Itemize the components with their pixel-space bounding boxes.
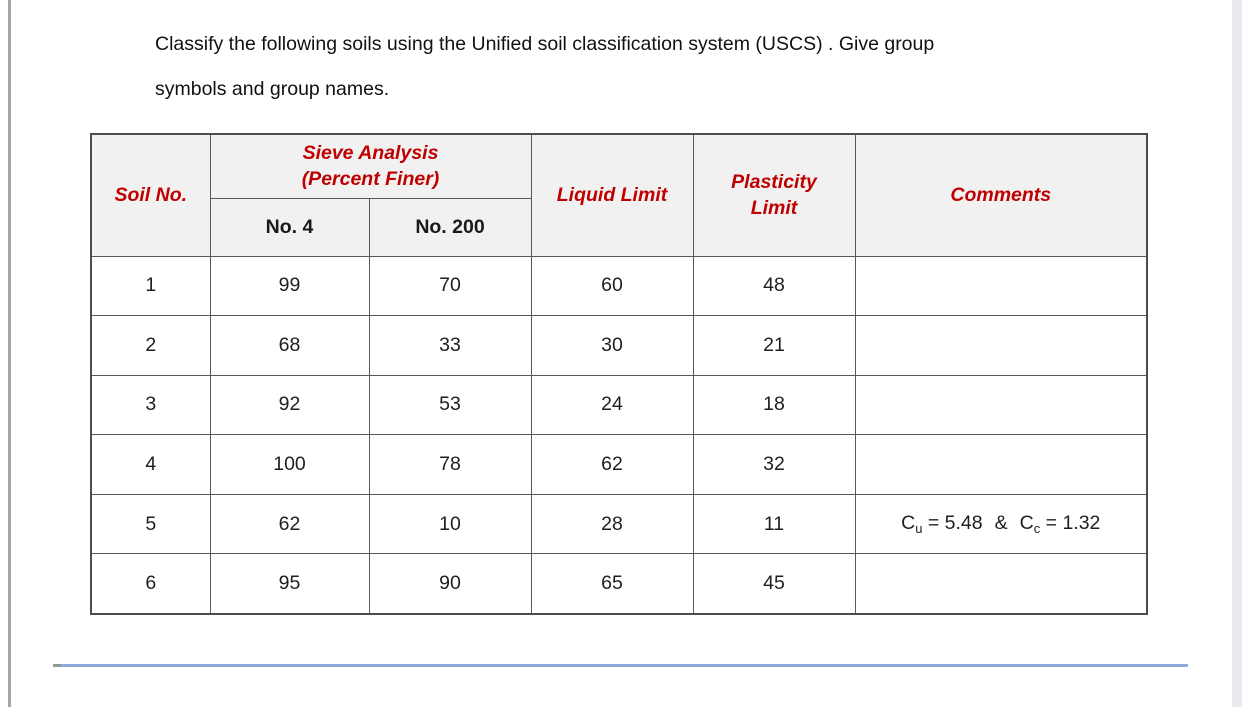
soil-classification-table: Soil No. Sieve Analysis (Percent Finer) … <box>90 133 1148 615</box>
cell-comment <box>854 255 1148 317</box>
cell-soil-no: 5 <box>90 493 211 555</box>
header-no200: No. 200 <box>368 197 532 257</box>
cell-no200: 90 <box>368 553 532 615</box>
divider-start-cap <box>53 664 61 667</box>
table-body: 1 99 70 60 48 2 68 33 30 21 3 92 53 24 1… <box>90 255 1148 615</box>
cu-subscript: u <box>915 521 923 537</box>
cell-no4: 99 <box>209 255 370 317</box>
header-row-sub: No. 4 No. 200 <box>91 197 1147 257</box>
header-plasticity-limit: Plasticity Limit <box>692 133 856 257</box>
cell-plasticity-limit: 11 <box>692 493 856 555</box>
cell-liquid-limit: 28 <box>530 493 694 555</box>
table-header: Soil No. Sieve Analysis (Percent Finer) … <box>90 133 1148 257</box>
cell-liquid-limit: 62 <box>530 434 694 495</box>
table-row-soil-5: 5 62 10 28 11 Cu = 5.48 & Cc = 1.32 <box>90 493 1148 555</box>
header-comments: Comments <box>854 133 1148 257</box>
cell-no4: 100 <box>209 434 370 495</box>
cell-plasticity-limit: 21 <box>692 315 856 376</box>
header-sieve-analysis-line2: (Percent Finer) <box>301 168 440 191</box>
cell-plasticity-limit: 32 <box>692 434 856 495</box>
cell-comment <box>854 553 1148 615</box>
cc-subscript: c <box>1033 521 1041 537</box>
cell-no4: 92 <box>209 374 370 436</box>
cell-no200: 33 <box>368 315 532 376</box>
cell-plasticity-limit: 18 <box>692 374 856 436</box>
left-border-rule <box>8 0 11 707</box>
cell-soil-no: 1 <box>90 255 211 317</box>
cell-no200: 70 <box>368 255 532 317</box>
header-plasticity-limit-label: Plasticity Limit <box>731 170 817 220</box>
cell-no200: 53 <box>368 374 532 436</box>
cell-no200: 10 <box>368 493 532 555</box>
cell-comment-cu-cc: Cu = 5.48 & Cc = 1.32 <box>854 493 1148 555</box>
cell-plasticity-limit: 45 <box>692 553 856 615</box>
cell-no200: 78 <box>368 434 532 495</box>
cu-value: = 5.48 <box>922 512 983 535</box>
cell-liquid-limit: 24 <box>530 374 694 436</box>
cell-no4: 95 <box>209 553 370 615</box>
header-row-top: Soil No. Sieve Analysis (Percent Finer) … <box>90 133 1148 257</box>
cell-comment <box>854 374 1148 436</box>
header-sieve-analysis: Sieve Analysis (Percent Finer) <box>209 133 532 199</box>
problem-statement-line2: symbols and group names. <box>155 78 390 100</box>
cell-soil-no: 6 <box>90 553 211 615</box>
header-liquid-limit: Liquid Limit <box>530 133 694 257</box>
table-row-soil-3: 3 92 53 24 18 <box>90 374 1148 436</box>
cu-base: C <box>901 512 916 535</box>
cell-comment <box>854 434 1148 495</box>
table-row-soil-6: 6 95 90 65 45 <box>90 553 1148 615</box>
cell-no4: 62 <box>209 493 370 555</box>
cc-base: C <box>1019 512 1034 535</box>
cell-no4: 68 <box>209 315 370 376</box>
cc-value: = 1.32 <box>1040 512 1101 535</box>
cell-soil-no: 3 <box>90 374 211 436</box>
cell-soil-no: 2 <box>90 315 211 376</box>
header-sieve-analysis-line1: Sieve Analysis <box>302 141 439 164</box>
comment-ampersand: & <box>994 512 1008 535</box>
header-soil-no: Soil No. <box>90 133 211 257</box>
cell-comment <box>854 315 1148 376</box>
header-no4: No. 4 <box>209 197 370 257</box>
table-row-soil-4: 4 100 78 62 32 <box>90 434 1148 495</box>
cell-liquid-limit: 65 <box>530 553 694 615</box>
cell-liquid-limit: 60 <box>530 255 694 317</box>
cell-soil-no: 4 <box>90 434 211 495</box>
table-row-soil-2: 2 68 33 30 21 <box>90 315 1148 376</box>
problem-statement-line1: Classify the following soils using the U… <box>155 33 935 55</box>
table-row-soil-1: 1 99 70 60 48 <box>90 255 1148 317</box>
scrollbar-track[interactable] <box>1232 0 1242 707</box>
cell-liquid-limit: 30 <box>530 315 694 376</box>
blue-divider-line <box>53 664 1188 667</box>
cell-plasticity-limit: 48 <box>692 255 856 317</box>
problem-statement: Classify the following soils using the U… <box>155 22 1105 112</box>
